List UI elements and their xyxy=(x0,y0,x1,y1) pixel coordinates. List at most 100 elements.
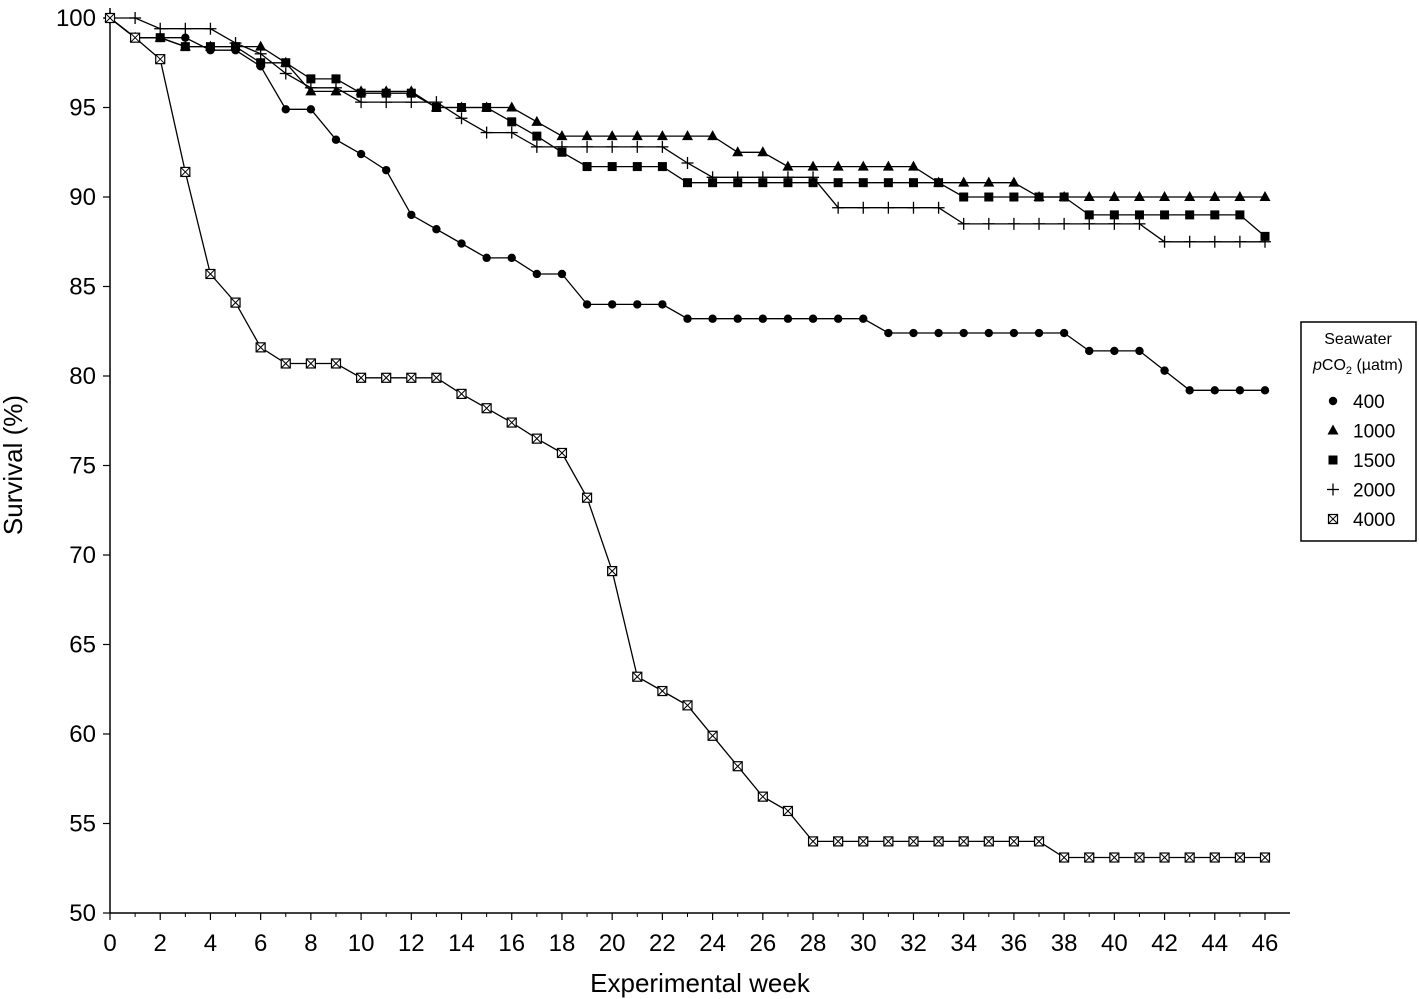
marker-triangle xyxy=(631,130,643,141)
marker-circle xyxy=(909,328,918,338)
data-point xyxy=(556,130,568,141)
legend-label: 400 xyxy=(1353,392,1385,413)
data-point xyxy=(506,101,518,112)
legend-label: 1500 xyxy=(1353,451,1395,472)
marker-diag xyxy=(557,448,567,458)
marker-square xyxy=(858,178,868,188)
data-point xyxy=(1108,217,1121,230)
data-point xyxy=(832,160,844,171)
marker-diag xyxy=(1235,852,1245,863)
marker-diag xyxy=(481,403,492,414)
y-tick-label: 90 xyxy=(69,184,96,211)
marker-triangle xyxy=(1083,191,1095,201)
marker-circle xyxy=(482,253,491,263)
data-point xyxy=(531,115,543,126)
data-point xyxy=(356,149,366,159)
marker-circle xyxy=(181,33,190,42)
marker-circle xyxy=(934,328,943,338)
marker-circle xyxy=(432,225,441,234)
data-point xyxy=(607,300,617,309)
y-tick-label: 85 xyxy=(69,274,96,301)
series-line-4000 xyxy=(109,17,1265,859)
data-point xyxy=(457,103,467,112)
marker-diag xyxy=(1209,852,1220,863)
data-point xyxy=(1008,836,1020,847)
marker-diag xyxy=(1084,852,1095,863)
data-point xyxy=(883,178,893,188)
marker-circle xyxy=(859,314,868,323)
data-point xyxy=(682,700,693,711)
data-point xyxy=(129,12,142,24)
marker-diag xyxy=(632,671,643,682)
data-point xyxy=(832,201,845,214)
x-tick-label: 34 xyxy=(950,930,977,957)
data-point xyxy=(983,176,995,187)
data-point xyxy=(857,201,870,214)
data-point xyxy=(204,22,217,35)
marker-circle xyxy=(381,165,391,175)
data-point xyxy=(606,140,619,153)
data-point xyxy=(305,358,316,369)
data-point xyxy=(1159,852,1170,863)
data-point xyxy=(331,135,341,144)
data-point xyxy=(808,314,818,323)
marker-square xyxy=(1235,210,1245,220)
x-tick-label: 30 xyxy=(850,930,877,957)
marker-triangle xyxy=(958,176,970,187)
data-point xyxy=(934,328,943,338)
marker-triangle xyxy=(782,160,794,171)
marker-diag xyxy=(607,566,618,576)
data-point xyxy=(355,96,368,109)
legend-marker xyxy=(1328,455,1338,465)
data-point xyxy=(1183,235,1196,248)
marker-diag xyxy=(1034,836,1044,847)
data-point xyxy=(1084,210,1094,220)
data-point xyxy=(229,37,242,50)
marker-circle xyxy=(633,300,642,309)
data-point xyxy=(807,160,819,171)
x-tick-label: 38 xyxy=(1051,930,1078,957)
data-point xyxy=(657,162,667,172)
data-point xyxy=(758,314,768,323)
marker-square xyxy=(883,178,893,188)
marker-triangle xyxy=(1327,424,1339,435)
data-point xyxy=(933,836,944,847)
marker-diag xyxy=(958,836,969,847)
data-point xyxy=(154,22,167,35)
data-point xyxy=(1210,386,1219,395)
marker-square xyxy=(683,178,692,188)
marker-diag xyxy=(883,836,894,847)
data-point xyxy=(1235,386,1245,395)
marker-square xyxy=(959,192,969,202)
data-point xyxy=(1108,191,1120,201)
marker-square xyxy=(1160,210,1170,220)
marker-circle xyxy=(1059,328,1069,338)
marker-square xyxy=(482,103,492,112)
x-tick-label: 24 xyxy=(699,930,726,957)
y-tick-label: 75 xyxy=(69,453,96,480)
data-point xyxy=(180,166,191,178)
marker-circle xyxy=(733,314,742,323)
marker-circle xyxy=(683,314,692,323)
data-point xyxy=(406,88,416,98)
data-point xyxy=(480,126,493,139)
data-point xyxy=(782,805,794,817)
marker-triangle xyxy=(857,160,869,171)
data-point xyxy=(582,300,592,309)
data-point xyxy=(757,146,769,157)
x-tick-label: 0 xyxy=(103,930,116,957)
data-point xyxy=(482,253,491,263)
marker-diag xyxy=(858,836,869,847)
marker-triangle xyxy=(1159,191,1171,201)
data-point xyxy=(381,372,392,383)
marker-circle xyxy=(658,300,667,309)
data-point xyxy=(833,314,843,323)
marker-diag xyxy=(1260,852,1270,863)
data-point xyxy=(732,146,744,157)
legend-title-line2: pCO2 (µatm) xyxy=(1312,357,1403,377)
data-point xyxy=(1184,852,1195,863)
marker-square xyxy=(532,131,542,141)
data-point xyxy=(304,81,317,94)
data-point xyxy=(581,130,593,141)
